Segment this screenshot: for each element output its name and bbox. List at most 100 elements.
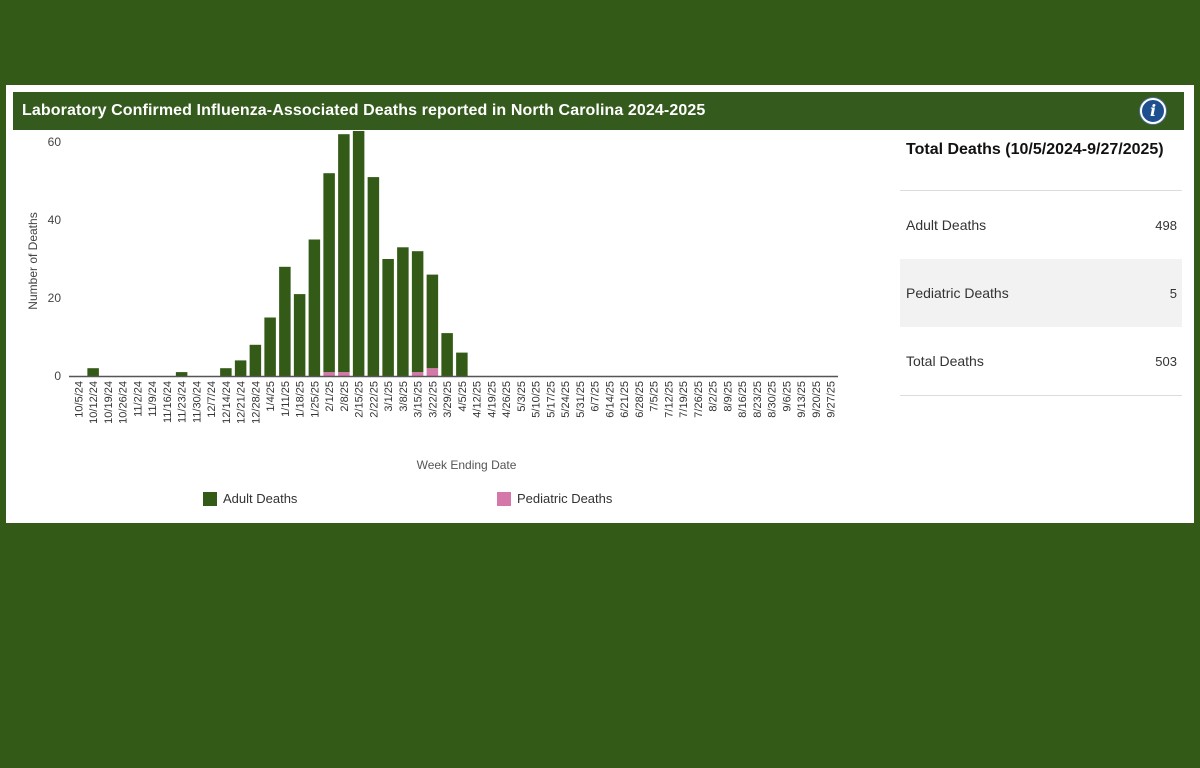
legend-label-pediatric: Pediatric Deaths — [517, 491, 613, 506]
bar-pediatric — [323, 372, 335, 376]
chart-title: Laboratory Confirmed Influenza-Associate… — [22, 102, 706, 119]
x-tick-label: 1/11/25 — [280, 381, 292, 417]
summary-title: Total Deaths (10/5/2024-9/27/2025) — [900, 133, 1182, 191]
x-tick-label: 12/21/24 — [236, 381, 248, 424]
bar-adult — [279, 266, 291, 376]
x-tick-label: 2/1/25 — [324, 381, 336, 412]
bar-adult — [264, 317, 276, 376]
bar-adult — [352, 131, 365, 376]
x-tick-label: 5/3/25 — [516, 381, 528, 412]
bar-adult — [220, 368, 232, 376]
bar-adult — [234, 360, 247, 376]
summary-panel: Total Deaths (10/5/2024-9/27/2025) Adult… — [900, 133, 1182, 396]
bar-adult — [397, 247, 409, 376]
x-tick-label: 1/18/25 — [295, 381, 307, 418]
x-tick-label: 11/30/24 — [191, 381, 203, 423]
x-tick-label: 8/16/25 — [737, 381, 749, 418]
x-tick-label: 9/6/25 — [781, 381, 793, 412]
summary-row-total: Total Deaths 503 — [900, 327, 1182, 396]
x-tick-label: 3/8/25 — [398, 381, 410, 412]
summary-row-adult: Adult Deaths 498 — [900, 191, 1182, 259]
x-tick-label: 12/7/24 — [206, 381, 218, 418]
bar-adult — [308, 239, 321, 376]
x-tick-label: 10/26/24 — [118, 381, 130, 424]
x-tick-label: 7/26/25 — [693, 381, 705, 418]
legend-swatch-adult — [203, 491, 217, 506]
x-tick-label: 10/19/24 — [103, 381, 115, 424]
x-tick-label: 4/12/25 — [472, 381, 484, 418]
x-axis-label: Week Ending Date — [417, 458, 517, 472]
x-tick-label: 8/23/25 — [752, 381, 764, 418]
x-tick-label: 9/27/25 — [826, 381, 838, 418]
x-tick-label: 1/25/25 — [309, 381, 321, 418]
legend-label-adult: Adult Deaths — [223, 491, 298, 506]
x-tick-label: 5/24/25 — [560, 381, 572, 418]
x-tick-label: 8/30/25 — [767, 381, 779, 418]
bar-adult — [382, 259, 394, 376]
bar-adult — [411, 251, 424, 373]
x-tick-label: 11/2/24 — [132, 381, 144, 417]
x-tick-label: 6/28/25 — [634, 381, 646, 418]
legend-swatch-pediatric — [497, 491, 511, 506]
x-tick-label: 2/8/25 — [339, 381, 351, 412]
x-tick-label: 6/14/25 — [604, 381, 616, 418]
x-tick-label: 12/14/24 — [221, 381, 233, 424]
summary-label: Pediatric Deaths — [906, 285, 1009, 301]
bar-adult — [249, 344, 262, 376]
x-tick-label: 2/15/25 — [354, 381, 366, 418]
x-tick-label: 8/2/25 — [708, 381, 720, 412]
x-tick-label: 11/23/24 — [177, 381, 189, 423]
x-tick-label: 5/31/25 — [575, 381, 587, 418]
chart-card: Laboratory Confirmed Influenza-Associate… — [6, 85, 1194, 523]
bar-adult — [441, 333, 453, 376]
legend-item-adult[interactable]: Adult Deaths — [203, 491, 297, 506]
x-tick-label: 4/19/25 — [486, 381, 498, 418]
bar-adult — [367, 177, 380, 376]
x-tick-label: 4/26/25 — [501, 381, 513, 418]
bar-adult — [426, 274, 439, 369]
bar-adult — [456, 352, 468, 376]
y-tick-label: 60 — [48, 135, 62, 149]
x-tick-label: 6/7/25 — [590, 381, 602, 412]
x-tick-label: 11/9/24 — [147, 381, 159, 417]
bar-adult — [293, 294, 306, 376]
bar-adult — [87, 368, 99, 376]
x-tick-label: 5/17/25 — [545, 381, 557, 418]
x-tick-label: 3/29/25 — [442, 381, 454, 418]
x-tick-label: 2/22/25 — [368, 381, 380, 418]
x-tick-label: 9/20/25 — [811, 381, 823, 418]
x-tick-label: 7/12/25 — [663, 381, 675, 418]
x-tick-label: 7/5/25 — [649, 381, 661, 412]
bar-pediatric — [426, 368, 439, 376]
summary-label: Adult Deaths — [906, 217, 987, 233]
legend-item-pediatric[interactable]: Pediatric Deaths — [497, 491, 612, 506]
bar-adult — [175, 372, 188, 376]
x-tick-label: 12/28/24 — [250, 381, 262, 424]
x-tick-label: 10/12/24 — [88, 381, 100, 424]
summary-row-pediatric: Pediatric Deaths 5 — [900, 259, 1182, 327]
summary-label: Total Deaths — [906, 353, 984, 369]
summary-value: 5 — [1169, 285, 1177, 301]
y-tick-label: 40 — [48, 213, 62, 227]
summary-value: 503 — [1155, 353, 1177, 369]
bar-adult — [338, 134, 350, 373]
bar-adult — [323, 173, 335, 373]
title-bar: Laboratory Confirmed Influenza-Associate… — [13, 92, 1184, 130]
x-tick-label: 8/9/25 — [722, 381, 734, 412]
bar-pediatric — [411, 372, 424, 376]
x-tick-label: 11/16/24 — [162, 381, 174, 423]
y-tick-label: 0 — [54, 369, 61, 383]
x-tick-label: 7/19/25 — [678, 381, 690, 418]
x-tick-label: 10/5/24 — [73, 381, 85, 418]
x-tick-label: 1/4/25 — [265, 381, 277, 412]
x-tick-label: 3/15/25 — [413, 381, 425, 418]
x-tick-label: 3/1/25 — [383, 381, 395, 412]
x-tick-label: 4/5/25 — [457, 381, 469, 412]
bar-pediatric — [338, 372, 350, 376]
summary-value: 498 — [1155, 217, 1177, 233]
x-tick-label: 6/21/25 — [619, 381, 631, 418]
info-icon[interactable]: i — [1140, 98, 1166, 124]
y-axis-label: Number of Deaths — [26, 212, 40, 309]
x-tick-label: 3/22/25 — [427, 381, 439, 418]
